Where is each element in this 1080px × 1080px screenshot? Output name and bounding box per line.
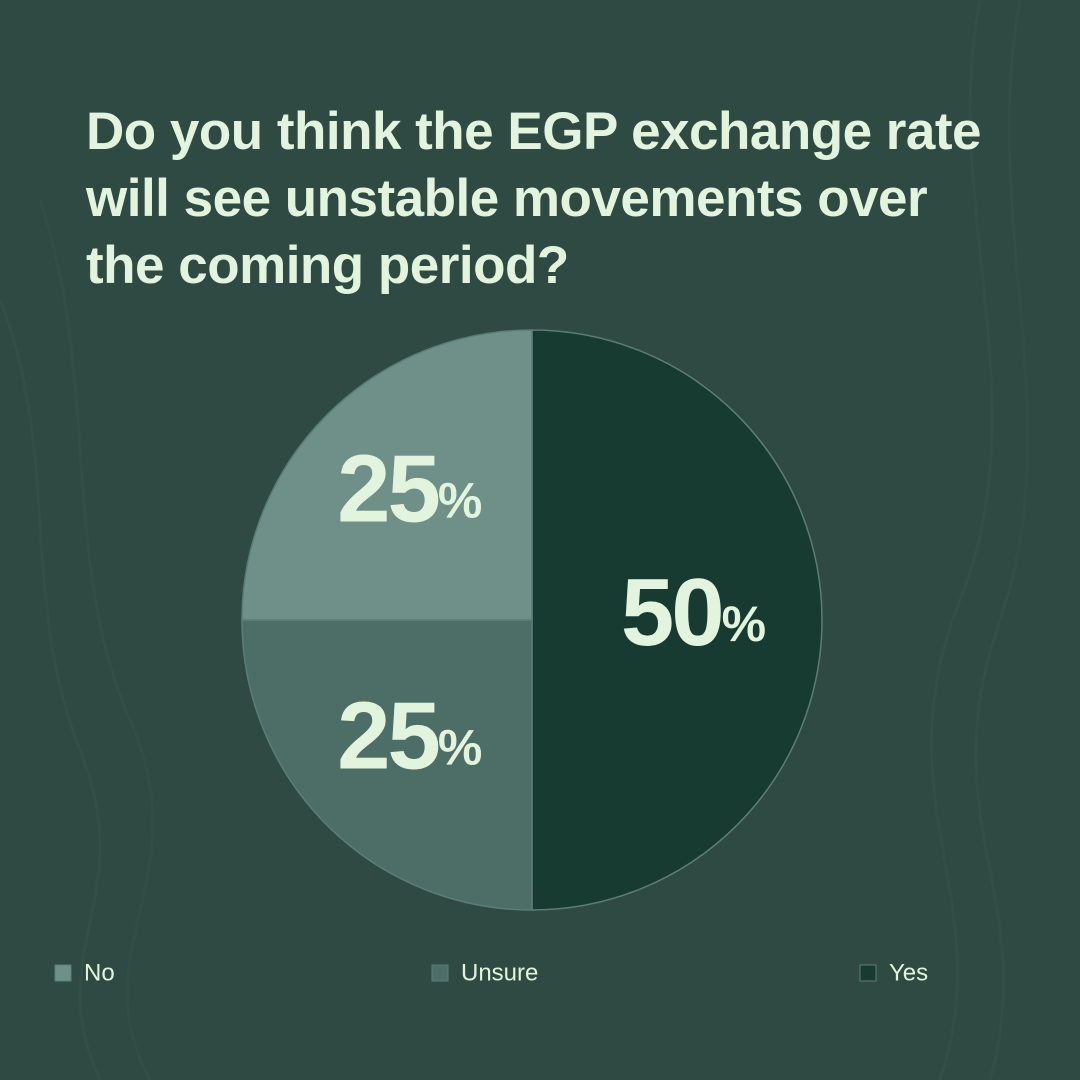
pie-slice [241, 329, 533, 621]
legend-label: No [84, 959, 115, 986]
pie-slice [531, 329, 823, 911]
legend-swatch [859, 964, 877, 982]
pie-slice [241, 619, 533, 911]
slice-label: 25% [337, 436, 482, 543]
slice-label: 25% [337, 683, 482, 790]
legend-swatch [431, 964, 449, 982]
legend-swatch [54, 964, 72, 982]
chart-title: Do you think the EGP exchange rate will … [86, 102, 982, 295]
legend-label: Yes [889, 959, 928, 986]
legend-label: Unsure [461, 959, 538, 986]
slice-label: 50% [621, 559, 766, 666]
